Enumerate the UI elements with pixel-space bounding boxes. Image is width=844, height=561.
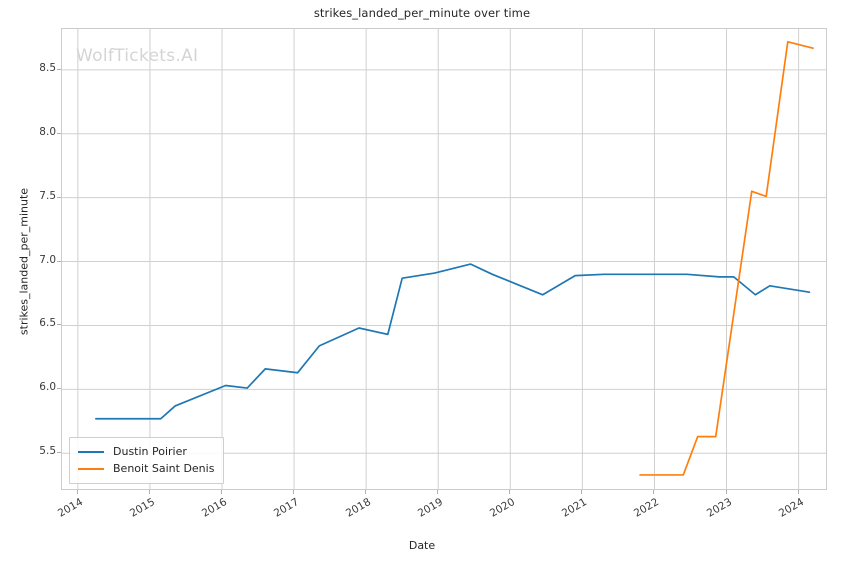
- y-axis-tick-mark: [57, 132, 61, 134]
- y-axis-tick-label: 8.5: [39, 61, 56, 74]
- x-axis-tick-mark: [725, 490, 727, 494]
- legend-label: Dustin Poirier: [113, 445, 187, 458]
- x-axis-label: Date: [408, 539, 436, 552]
- x-axis-tick-mark: [365, 490, 367, 494]
- legend-color-swatch: [78, 467, 104, 470]
- plot-svg: [62, 29, 826, 489]
- y-axis-tick-label: 7.5: [39, 189, 56, 202]
- series-line: [639, 40, 814, 476]
- data-series-group: [95, 40, 814, 476]
- x-axis-tick-label: 2017: [271, 496, 302, 520]
- y-axis-tick-mark: [57, 324, 61, 326]
- legend-item[interactable]: Dustin Poirier: [78, 443, 214, 460]
- y-axis: 5.5 6.0 6.5 7.0 7.5 8.0 8.5: [0, 0, 61, 561]
- y-axis-tick-label: 6.5: [39, 317, 56, 330]
- x-axis-tick-mark: [581, 490, 583, 494]
- x-axis-tick-label: 2023: [704, 496, 734, 520]
- x-axis-tick-label: 2014: [55, 496, 85, 520]
- x-axis-tick-label: 2016: [199, 496, 229, 520]
- y-axis-label: strikes_landed_per_minute: [17, 187, 31, 336]
- plot-area: WolfTickets.AI: [61, 28, 827, 490]
- x-axis-tick-label: 2015: [127, 496, 157, 520]
- x-axis-tick-mark: [437, 490, 439, 494]
- x-axis-tick-mark: [76, 490, 78, 494]
- x-axis-tick-label: 2024: [776, 496, 806, 520]
- x-axis-tick-label: 2019: [416, 496, 446, 520]
- x-axis-tick-mark: [221, 490, 222, 494]
- x-axis-tick-mark: [148, 490, 150, 494]
- y-axis-tick-mark: [57, 68, 61, 70]
- x-axis-tick-label: 2020: [488, 496, 518, 520]
- legend-color-swatch: [78, 450, 104, 453]
- x-axis-tick-mark: [653, 490, 655, 494]
- legend-label: Benoit Saint Denis: [113, 462, 215, 475]
- x-axis-tick-mark: [797, 490, 799, 494]
- y-axis-tick-label: 8.0: [39, 125, 56, 138]
- x-axis-tick-label: 2018: [344, 496, 374, 520]
- x-axis-tick-label: 2021: [560, 496, 590, 520]
- y-axis-tick-mark: [57, 260, 61, 262]
- y-axis-tick-label: 6.0: [39, 381, 56, 394]
- legend-item[interactable]: Benoit Saint Denis: [78, 460, 214, 477]
- x-axis-tick-mark: [509, 490, 511, 494]
- grid-lines: [62, 29, 826, 489]
- y-axis-tick-label: 5.5: [39, 445, 56, 458]
- series-line: [95, 263, 811, 420]
- y-axis-tick-label: 7.0: [39, 253, 56, 266]
- chart-title: strikes_landed_per_minute over time: [313, 6, 531, 20]
- y-axis-tick-mark: [57, 452, 61, 454]
- y-axis-tick-mark: [57, 196, 61, 198]
- y-axis-tick-mark: [57, 388, 61, 390]
- x-axis-tick-mark: [293, 490, 295, 494]
- x-axis-tick-label: 2022: [632, 496, 662, 520]
- chart-legend: Dustin Poirier Benoit Saint Denis: [69, 437, 225, 484]
